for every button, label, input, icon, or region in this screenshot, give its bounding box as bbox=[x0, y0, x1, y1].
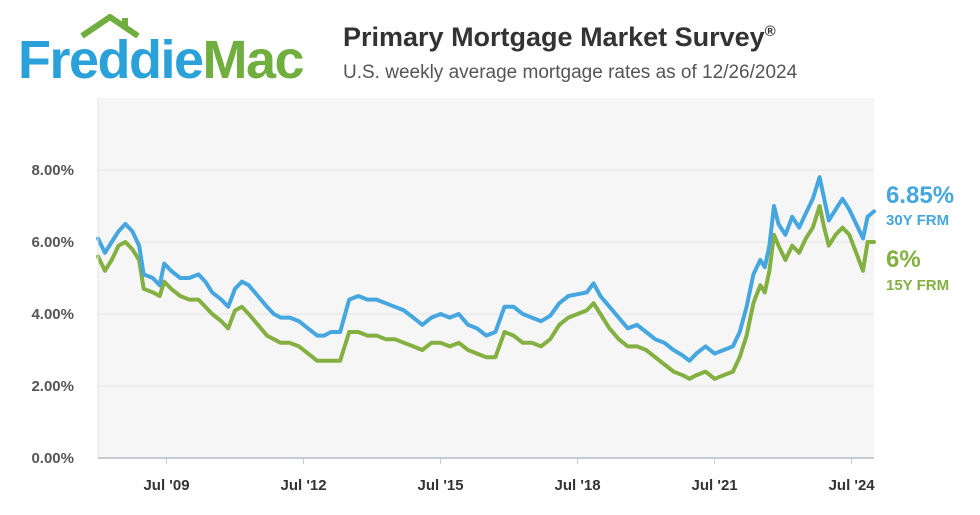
x-tick-label: Jul '18 bbox=[555, 477, 601, 494]
house-roof-icon bbox=[80, 14, 140, 38]
freddie-mac-logo: FreddieMac bbox=[18, 6, 318, 96]
end-label-15y: 15Y FRM bbox=[886, 277, 950, 294]
series-line-30y-frm bbox=[96, 175, 876, 363]
chart-subtitle: U.S. weekly average mortgage rates as of… bbox=[343, 62, 798, 83]
y-tick-label: 2.00% bbox=[31, 378, 74, 395]
series-line-15y-frm bbox=[96, 204, 876, 381]
chart-title: Primary Mortgage Market Survey® bbox=[343, 22, 776, 53]
series-lines bbox=[96, 175, 876, 381]
logo-freddie: Freddie bbox=[18, 30, 204, 90]
plot-background bbox=[98, 98, 874, 458]
y-tick-label: 4.00% bbox=[31, 306, 74, 323]
y-tick-label: 6.00% bbox=[31, 234, 74, 251]
end-value-15y: 6% bbox=[886, 246, 921, 273]
end-label-30y: 30Y FRM bbox=[886, 212, 950, 229]
grid-lines bbox=[98, 169, 874, 387]
y-axis-ticks: 0.00% 2.00% 4.00% 6.00% 8.00% bbox=[31, 162, 74, 467]
chart-title-text: Primary Mortgage Market Survey bbox=[343, 22, 765, 52]
logo-mac: Mac bbox=[202, 30, 305, 90]
y-tick-label: 8.00% bbox=[31, 162, 74, 179]
end-value-30y: 6.85% bbox=[886, 182, 955, 209]
x-tick-label: Jul '12 bbox=[280, 477, 326, 494]
y-tick-label: 0.00% bbox=[31, 450, 74, 467]
x-tick-label: Jul '24 bbox=[829, 477, 876, 494]
x-tick-label: Jul '09 bbox=[143, 477, 189, 494]
x-axis-ticks: Jul '09 Jul '12 Jul '15 Jul '18 Jul '21 Jul '… bbox=[143, 458, 875, 494]
x-tick-label: Jul '15 bbox=[418, 477, 464, 494]
x-tick-label: Jul '21 bbox=[692, 477, 738, 494]
logo-wordmark: FreddieMac bbox=[18, 30, 305, 90]
registered-mark: ® bbox=[764, 23, 776, 40]
